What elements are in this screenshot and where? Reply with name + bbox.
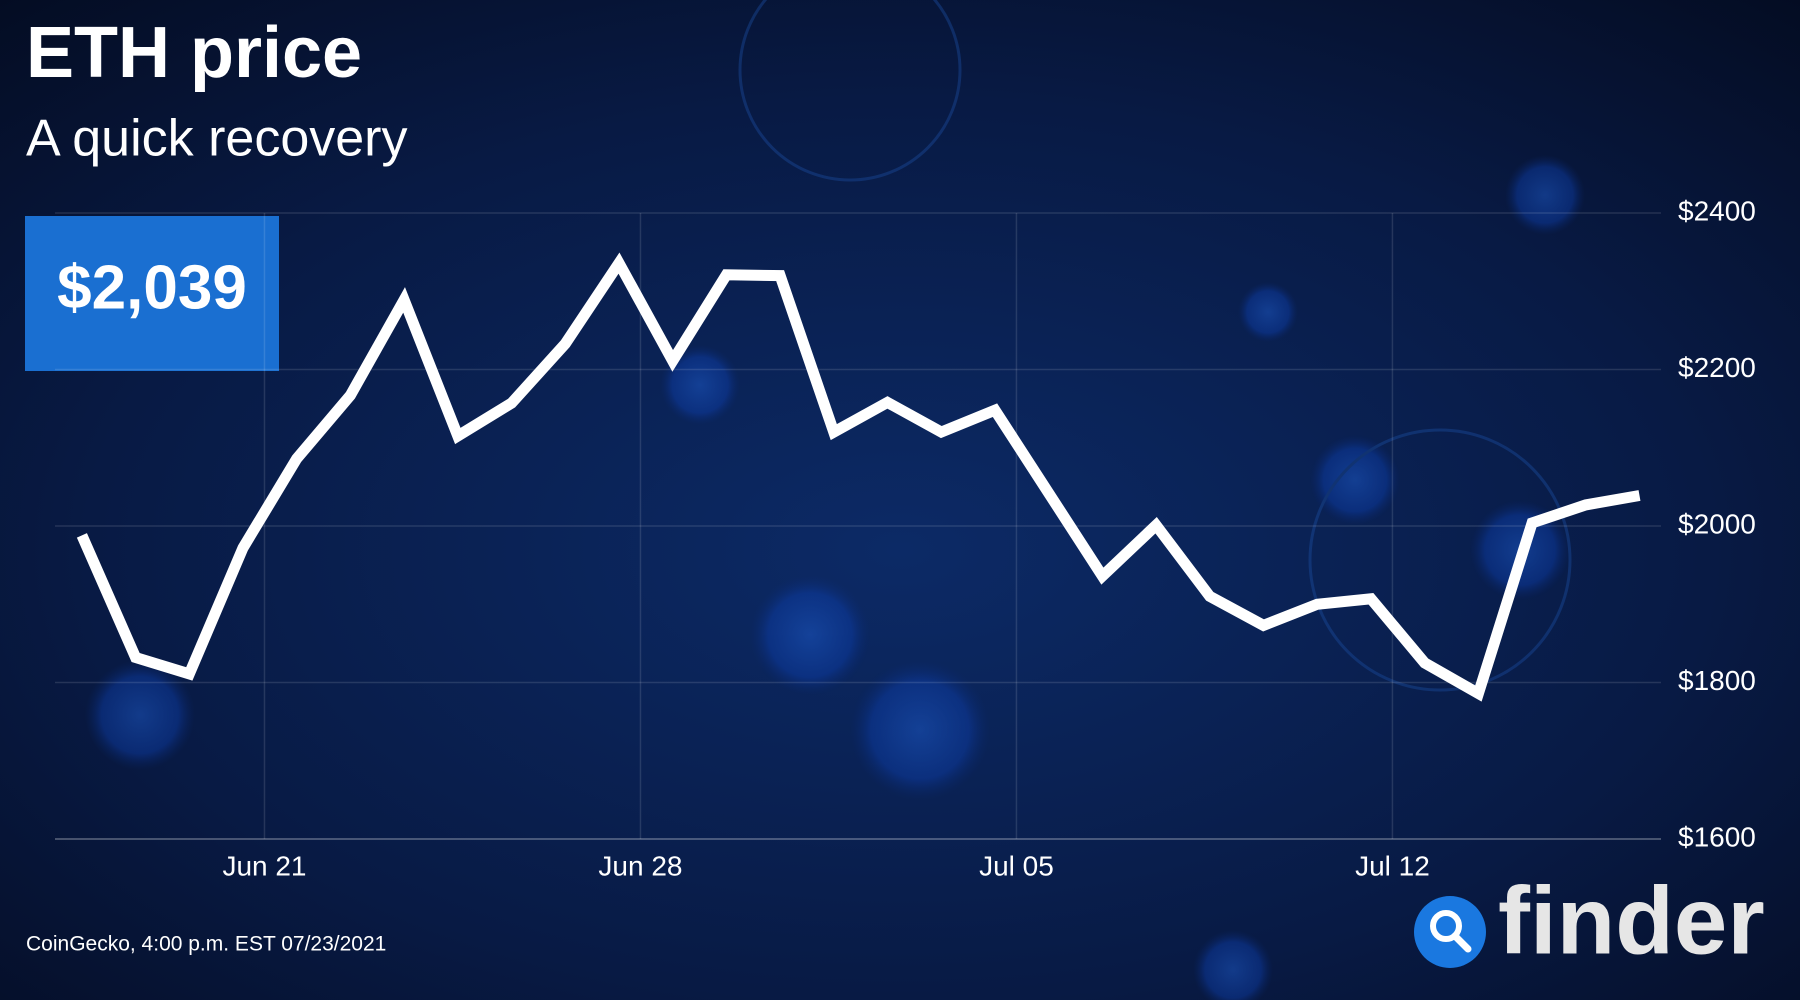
y-tick-label: $1600 <box>1678 821 1756 852</box>
chart-subtitle: A quick recovery <box>26 110 408 168</box>
decor-coins <box>85 0 1585 1000</box>
price-line <box>76 252 1641 702</box>
highlight-value: $2,039 <box>57 253 247 322</box>
y-tick-label: $2400 <box>1678 195 1756 226</box>
y-tick-label: $2200 <box>1678 352 1756 383</box>
brand-name: finder <box>1498 867 1765 974</box>
x-tick-label: Jul 12 <box>1355 850 1430 881</box>
x-tick-label: Jul 05 <box>979 850 1054 881</box>
source: CoinGecko, 4:00 p.m. EST 07/23/2021 <box>26 933 386 956</box>
brand-logo <box>1414 896 1486 968</box>
chart-title: ETH price <box>26 13 362 93</box>
highlight-box <box>25 216 279 371</box>
x-tick-label: Jun 28 <box>598 850 682 881</box>
x-tick-label: Jun 21 <box>222 850 306 881</box>
y-tick-label: $2000 <box>1678 508 1756 539</box>
y-tick-label: $1800 <box>1678 665 1756 696</box>
